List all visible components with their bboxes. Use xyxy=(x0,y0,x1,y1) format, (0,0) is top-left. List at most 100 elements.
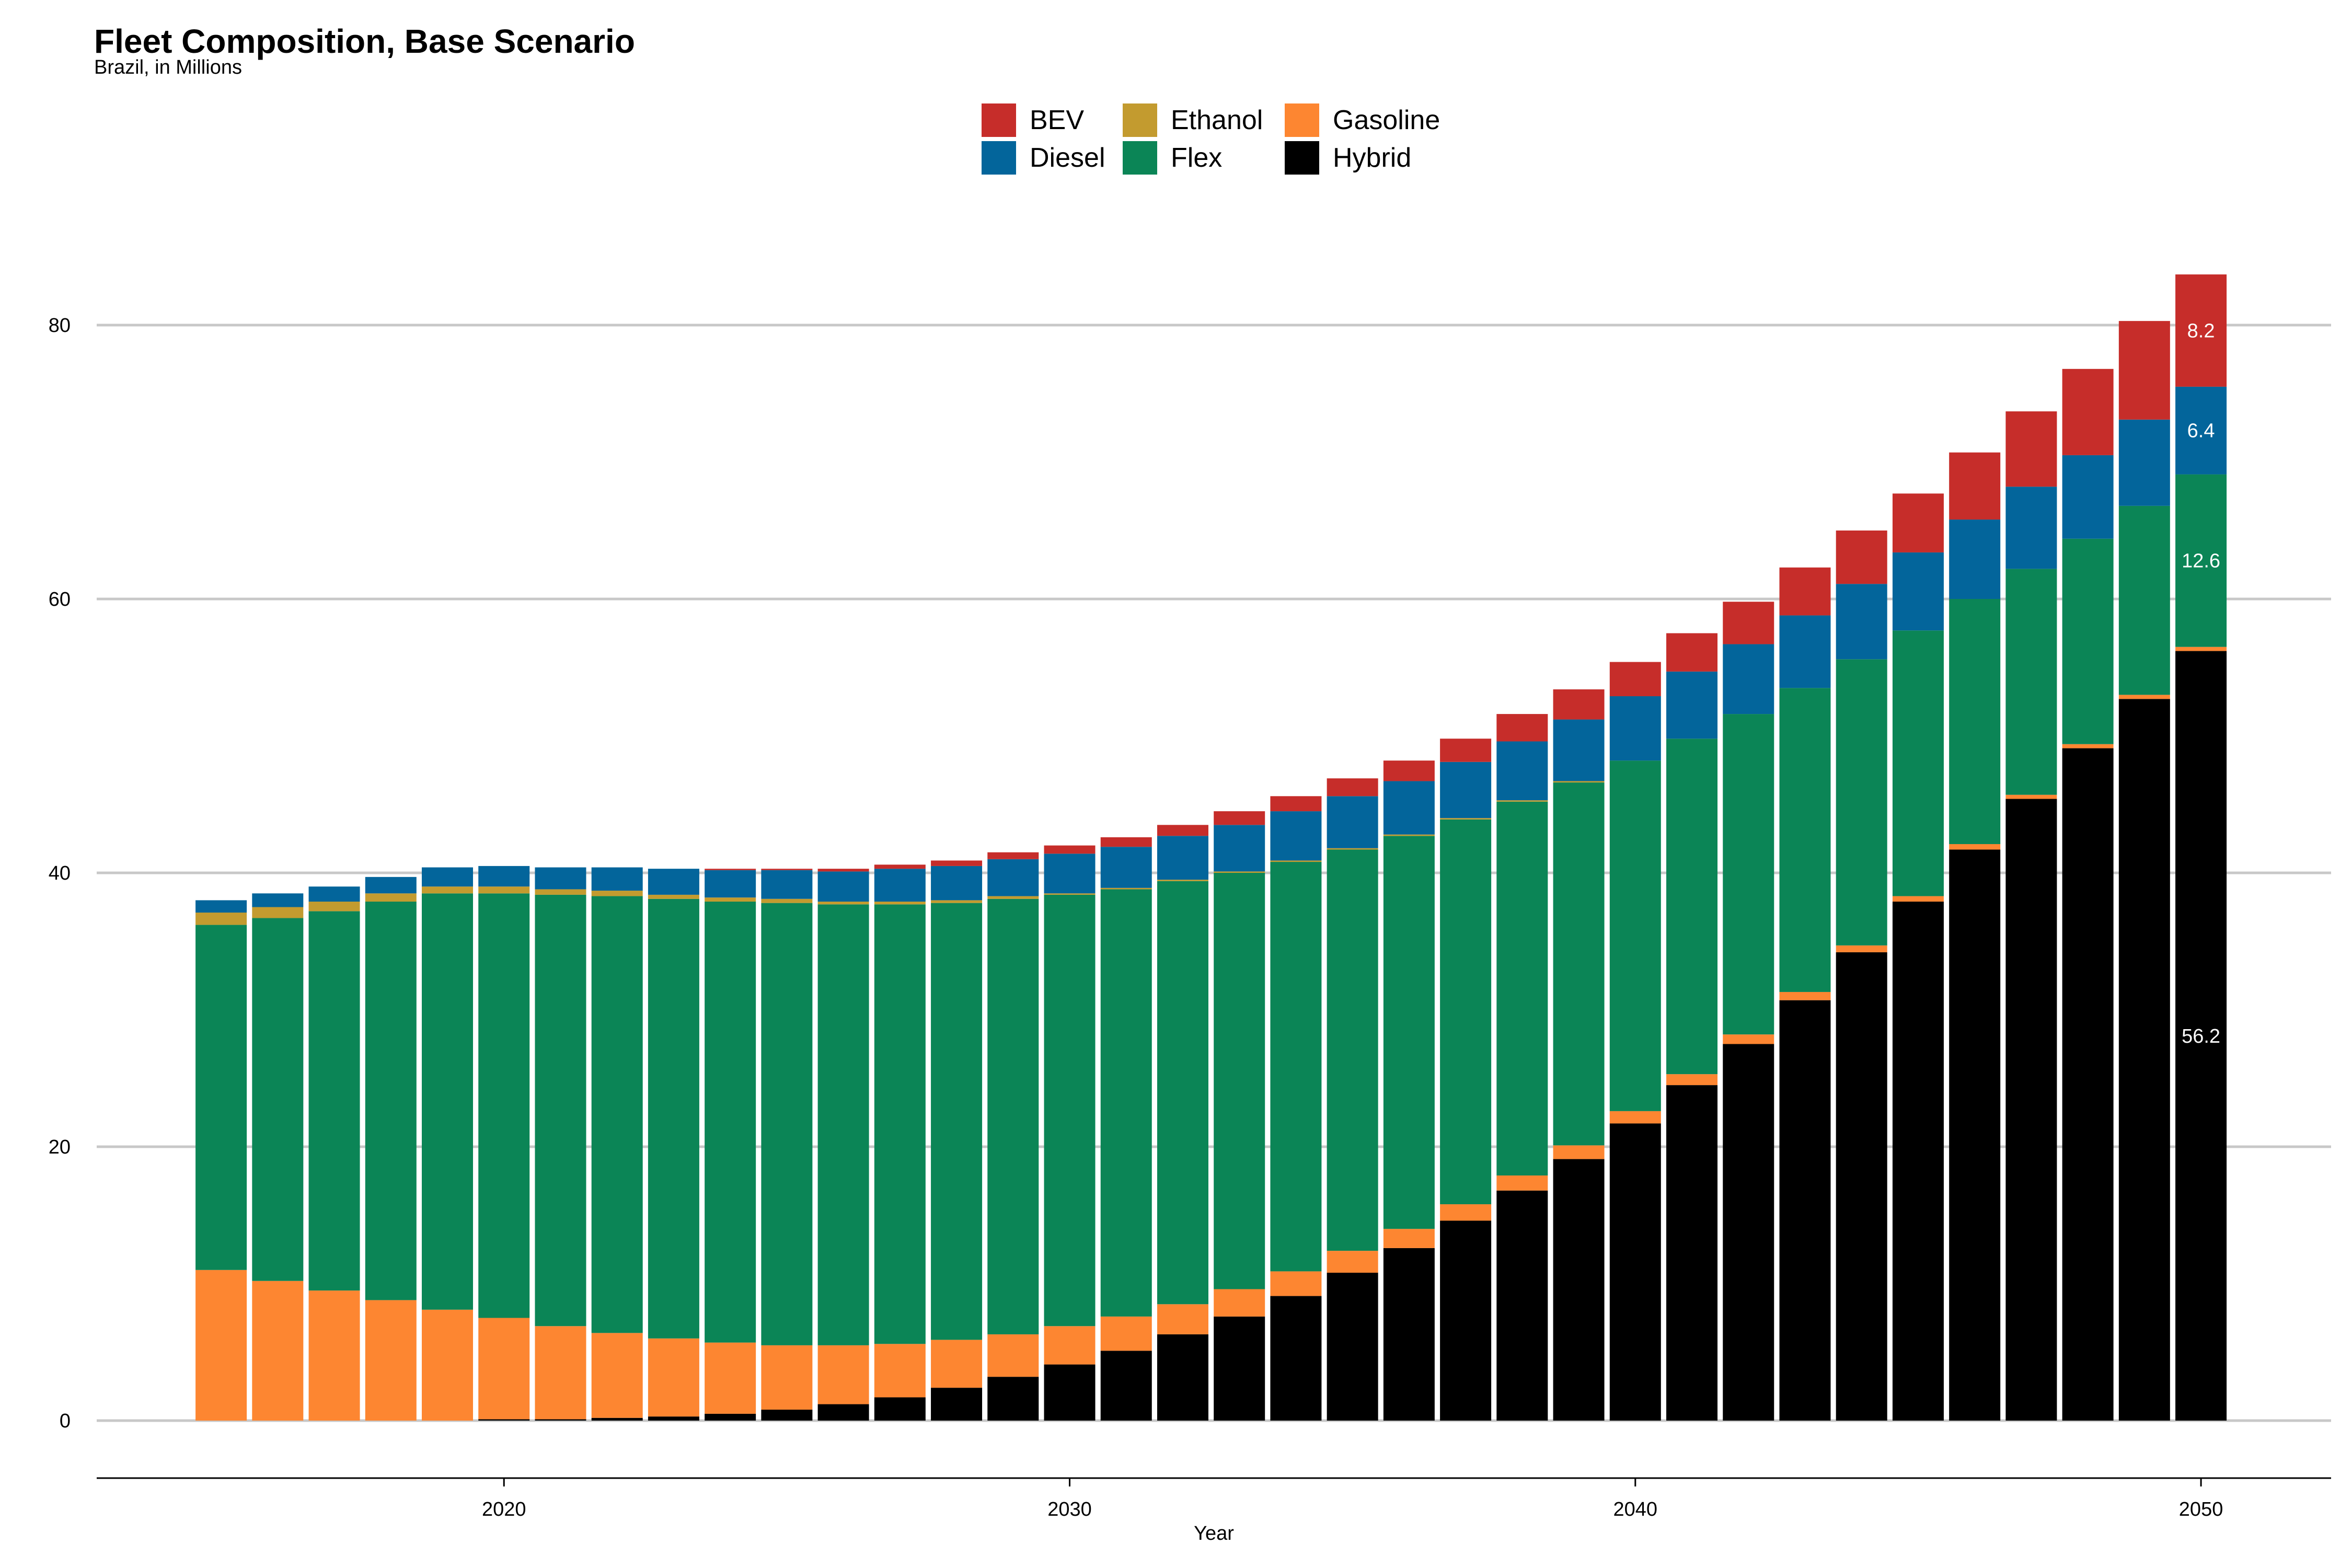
bar-gasoline-2021 xyxy=(535,1326,586,1420)
bar-bev-2036 xyxy=(1383,760,1435,781)
bar-hybrid-2024 xyxy=(705,1413,756,1421)
bar-gasoline-2035 xyxy=(1327,1251,1378,1273)
legend-item-flex: Flex xyxy=(1123,141,1285,175)
bar-gasoline-2042 xyxy=(1723,1034,1774,1044)
bar-gasoline-2046 xyxy=(1949,844,2001,850)
legend: BEV Ethanol Gasoline Diesel Flex Hybrid xyxy=(982,103,1468,175)
bar-diesel-2041 xyxy=(1666,671,1718,739)
bar-ethanol-2035 xyxy=(1327,848,1378,850)
legend-label-bev: BEV xyxy=(1030,105,1085,135)
bar-diesel-2029 xyxy=(987,859,1039,896)
bar-gasoline-2048 xyxy=(2062,744,2114,748)
bar-hybrid-2040 xyxy=(1609,1123,1661,1421)
bar-hybrid-2038 xyxy=(1496,1190,1548,1421)
bar-diesel-2019 xyxy=(422,867,474,887)
bar-bev-2046 xyxy=(1949,452,2001,520)
bar-gasoline-2017 xyxy=(308,1290,360,1421)
bar-diesel-2037 xyxy=(1440,762,1492,818)
bar-gasoline-2027 xyxy=(874,1344,926,1398)
bar-hybrid-2033 xyxy=(1214,1316,1265,1421)
bar-diesel-2049 xyxy=(2118,419,2170,506)
bar-diesel-2032 xyxy=(1157,836,1208,880)
bar-hybrid-2028 xyxy=(931,1388,983,1421)
x-tick-label: 2020 xyxy=(482,1498,526,1520)
bar-flex-2043 xyxy=(1779,688,1831,992)
bar-bev-2030 xyxy=(1044,845,1096,854)
x-axis-title: Year xyxy=(1194,1523,1234,1544)
bar-diesel-2047 xyxy=(2005,487,2057,569)
bar-diesel-2015 xyxy=(195,900,247,913)
bar-flex-2037 xyxy=(1440,819,1492,1205)
bar-hybrid-2045 xyxy=(1892,902,1944,1421)
bar-flex-2021 xyxy=(535,894,586,1327)
bar-diesel-2016 xyxy=(252,893,304,907)
bar-hybrid-2025 xyxy=(761,1410,813,1421)
bar-diesel-2018 xyxy=(365,877,417,894)
bar-hybrid-2035 xyxy=(1327,1273,1378,1421)
bar-flex-2020 xyxy=(478,893,530,1318)
bar-gasoline-2028 xyxy=(931,1340,983,1388)
bar-flex-2049 xyxy=(2118,505,2170,695)
bar-hybrid-2048 xyxy=(2062,748,2114,1421)
bar-bev-2028 xyxy=(931,860,983,866)
bar-diesel-2017 xyxy=(308,886,360,902)
legend-swatch-flex xyxy=(1123,141,1157,175)
bar-bev-2041 xyxy=(1666,633,1718,672)
bar-flex-2038 xyxy=(1496,801,1548,1176)
legend-swatch-ethanol xyxy=(1123,103,1157,137)
bar-ethanol-2030 xyxy=(1044,893,1096,895)
bar-hybrid-2050 xyxy=(2175,651,2227,1421)
bar-gasoline-2019 xyxy=(422,1309,474,1421)
bar-ethanol-2032 xyxy=(1157,880,1208,881)
bar-flex-2048 xyxy=(2062,538,2114,744)
bar-flex-2050 xyxy=(2175,474,2227,647)
bar-ethanol-2015 xyxy=(195,912,247,925)
bar-diesel-2039 xyxy=(1553,719,1605,781)
y-tick-label: 0 xyxy=(60,1410,71,1432)
bar-diesel-2042 xyxy=(1723,644,1774,714)
bar-ethanol-2028 xyxy=(931,900,983,903)
legend-swatch-bev xyxy=(982,103,1016,137)
bar-ethanol-2034 xyxy=(1270,860,1322,862)
legend-item-hybrid: Hybrid xyxy=(1285,141,1468,175)
bar-bev-2038 xyxy=(1496,714,1548,742)
bar-diesel-2021 xyxy=(535,867,586,890)
bar-ethanol-2019 xyxy=(422,886,474,894)
bar-bev-2024 xyxy=(705,869,756,870)
y-tick-label: 80 xyxy=(49,315,71,337)
bar-hybrid-2032 xyxy=(1157,1334,1208,1421)
data-label-diesel: 6.4 xyxy=(2187,420,2215,442)
bar-flex-2034 xyxy=(1270,862,1322,1272)
bar-gasoline-2024 xyxy=(705,1342,756,1414)
legend-item-gasoline: Gasoline xyxy=(1285,103,1468,137)
legend-label-flex: Flex xyxy=(1171,143,1223,173)
bar-gasoline-2023 xyxy=(648,1338,699,1417)
bar-diesel-2034 xyxy=(1270,811,1322,861)
bar-diesel-2038 xyxy=(1496,741,1548,801)
bar-diesel-2028 xyxy=(931,866,983,901)
bar-diesel-2043 xyxy=(1779,615,1831,688)
bar-bev-2048 xyxy=(2062,368,2114,455)
bar-flex-2041 xyxy=(1666,739,1718,1075)
bar-bev-2040 xyxy=(1609,662,1661,697)
y-tick-label: 60 xyxy=(49,589,71,610)
bar-flex-2040 xyxy=(1609,760,1661,1111)
bar-flex-2017 xyxy=(308,911,360,1291)
bar-flex-2029 xyxy=(987,898,1039,1334)
bar-diesel-2035 xyxy=(1327,796,1378,848)
bar-hybrid-2043 xyxy=(1779,1000,1831,1421)
bar-hybrid-2021 xyxy=(535,1419,586,1421)
bar-bev-2033 xyxy=(1214,811,1265,825)
bar-flex-2015 xyxy=(195,925,247,1270)
bar-bev-2037 xyxy=(1440,739,1492,762)
bar-diesel-2025 xyxy=(761,870,813,899)
bar-diesel-2026 xyxy=(817,871,869,902)
bar-bev-2050 xyxy=(2175,274,2227,387)
x-tick-label: 2050 xyxy=(2179,1498,2223,1520)
bar-diesel-2027 xyxy=(874,869,926,902)
bar-flex-2044 xyxy=(1836,659,1887,946)
bar-ethanol-2021 xyxy=(535,889,586,895)
bar-flex-2018 xyxy=(365,902,417,1300)
bar-ethanol-2023 xyxy=(648,894,699,899)
